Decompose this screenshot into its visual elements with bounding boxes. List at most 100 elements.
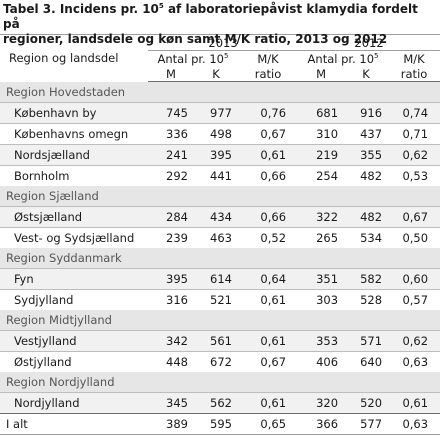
region-header-row: Region Syddanmark — [0, 248, 440, 269]
cell-m12: 320 — [298, 392, 345, 414]
header-region-label: Region og landsdel — [0, 34, 148, 82]
cell-k13: 434 — [194, 206, 238, 228]
cell-m13: 345 — [148, 392, 194, 414]
table-row: Sydjylland 316 521 0,61 303 528 0,57 — [0, 289, 440, 310]
cell-m13: 241 — [148, 144, 194, 166]
table-row: Vest- og Sydsjælland 239 463 0,52 265 534 0,50 — [0, 227, 440, 248]
header-m-2013: M — [148, 66, 194, 82]
landsdel-name: Fyn — [0, 268, 148, 290]
cell-r13: 0,61 — [238, 392, 299, 414]
region-name: Region Hovedstaden — [0, 81, 440, 103]
cell-r12: 0,71 — [388, 123, 440, 145]
antal-sup: 5 — [374, 51, 379, 60]
cell-k13: 498 — [194, 123, 238, 145]
cell-m12: 353 — [298, 330, 345, 352]
cell-k13: 614 — [194, 268, 238, 290]
cell-k13: 395 — [194, 144, 238, 166]
table-row: Vestjylland 342 561 0,61 353 571 0,62 — [0, 330, 440, 352]
total-row: I alt 389 595 0,65 366 577 0,63 — [0, 413, 440, 435]
header-ratio-2012: ratio — [388, 66, 440, 82]
cell-m13: 342 — [148, 330, 194, 352]
landsdel-name: København by — [0, 102, 148, 124]
cell-r12: 0,62 — [388, 144, 440, 166]
cell-m13: 745 — [148, 102, 194, 124]
cell-k12: 916 — [344, 102, 389, 124]
cell-r13: 0,76 — [238, 102, 299, 124]
total-k13: 595 — [194, 413, 238, 435]
total-m12: 366 — [298, 413, 345, 435]
antal-sup: 5 — [224, 51, 229, 60]
cell-m13: 336 — [148, 123, 194, 145]
cell-m12: 254 — [298, 165, 345, 186]
landsdel-name: Nordjylland — [0, 392, 148, 414]
header-ratio-2013: ratio — [238, 66, 299, 82]
cell-r13: 0,66 — [238, 206, 299, 228]
total-r12: 0,63 — [388, 413, 440, 435]
cell-m13: 292 — [148, 165, 194, 186]
antal-text: Antal pr. 10 — [157, 51, 224, 66]
cell-k12: 520 — [344, 392, 389, 414]
caption-line-1: Tabel 3. Incidens pr. 105 af laboratorie… — [3, 2, 437, 32]
cell-m12: 219 — [298, 144, 345, 166]
landsdel-name: Østjylland — [0, 351, 148, 372]
cell-r13: 0,67 — [238, 123, 299, 145]
region-header-row: Region Sjælland — [0, 186, 440, 207]
region-name: Region Midtjylland — [0, 310, 440, 331]
cell-r13: 0,61 — [238, 289, 299, 310]
cell-k13: 441 — [194, 165, 238, 186]
header-mk-2012-top: M/K — [388, 50, 440, 66]
header-year-2013: 2013 — [148, 34, 299, 51]
cell-r13: 0,64 — [238, 268, 299, 290]
header-k-2012: K — [344, 66, 389, 82]
table-caption: Tabel 3. Incidens pr. 105 af laboratorie… — [0, 0, 440, 46]
cell-k12: 571 — [344, 330, 389, 352]
header-antal-2013: Antal pr. 105 — [148, 50, 238, 66]
landsdel-name: Nordsjælland — [0, 144, 148, 166]
cell-r13: 0,61 — [238, 144, 299, 166]
cell-r12: 0,62 — [388, 330, 440, 352]
landsdel-name: Sydjylland — [0, 289, 148, 310]
cell-m12: 265 — [298, 227, 345, 248]
table-row: Bornholm 292 441 0,66 254 482 0,53 — [0, 165, 440, 186]
cell-m13: 316 — [148, 289, 194, 310]
header-m-2012: M — [298, 66, 345, 82]
cell-k12: 482 — [344, 206, 389, 228]
cell-r12: 0,57 — [388, 289, 440, 310]
cell-k12: 534 — [344, 227, 389, 248]
table-row: København by 745 977 0,76 681 916 0,74 — [0, 102, 440, 124]
cell-r13: 0,67 — [238, 351, 299, 372]
cell-r12: 0,63 — [388, 351, 440, 372]
cell-m12: 310 — [298, 123, 345, 145]
total-m13: 389 — [148, 413, 194, 435]
landsdel-name: Vest- og Sydsjælland — [0, 227, 148, 248]
cell-r12: 0,50 — [388, 227, 440, 248]
header-mk-2013-top: M/K — [238, 50, 299, 66]
region-header-row: Region Nordjylland — [0, 372, 440, 393]
total-label: I alt — [0, 413, 148, 435]
cell-k13: 977 — [194, 102, 238, 124]
cell-k12: 437 — [344, 123, 389, 145]
table-row: Nordsjælland 241 395 0,61 219 355 0,62 — [0, 144, 440, 166]
table-row: Østsjælland 284 434 0,66 322 482 0,67 — [0, 206, 440, 228]
cell-m12: 681 — [298, 102, 345, 124]
caption-text: Tabel 3. Incidens pr. 10 — [3, 2, 159, 16]
cell-m13: 239 — [148, 227, 194, 248]
region-name: Region Syddanmark — [0, 248, 440, 269]
cell-k12: 582 — [344, 268, 389, 290]
header-row-mk: M K ratio M K ratio — [0, 66, 440, 82]
cell-m12: 303 — [298, 289, 345, 310]
cell-k12: 640 — [344, 351, 389, 372]
caption-line-2: regioner, landsdele og køn samt M/K rati… — [3, 32, 388, 46]
cell-r12: 0,60 — [388, 268, 440, 290]
cell-r12: 0,67 — [388, 206, 440, 228]
caption-superscript: 5 — [158, 2, 164, 10]
cell-k13: 672 — [194, 351, 238, 372]
cell-k13: 562 — [194, 392, 238, 414]
cell-m12: 406 — [298, 351, 345, 372]
cell-m13: 395 — [148, 268, 194, 290]
caption-text-rest: af laboratoriepåvist klamydia fordelt på — [3, 2, 418, 31]
cell-r12: 0,53 — [388, 165, 440, 186]
region-header-row: Region Hovedstaden — [0, 81, 440, 103]
cell-k13: 561 — [194, 330, 238, 352]
header-year-2012: 2012 — [298, 34, 440, 51]
